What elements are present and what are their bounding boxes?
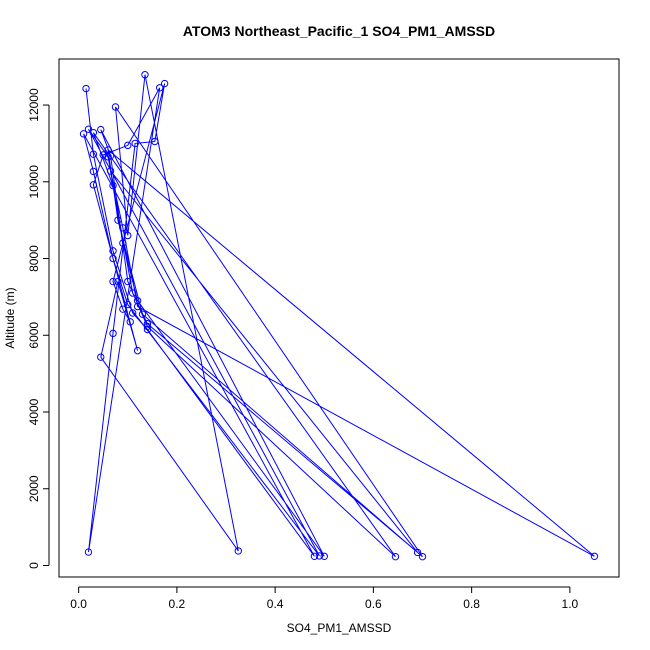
plot-area-border bbox=[58, 58, 620, 578]
data-point bbox=[89, 150, 98, 158]
data-point bbox=[97, 125, 105, 134]
data-point bbox=[590, 552, 599, 560]
data-point bbox=[151, 137, 159, 146]
data-point bbox=[156, 84, 164, 92]
x-tick-label: 1.0 bbox=[562, 597, 579, 611]
data-point bbox=[114, 216, 122, 224]
y-tick-label: 8000 bbox=[27, 245, 41, 272]
y-axis: 0 2000 4000 6000 8000 10000 12000 bbox=[27, 88, 50, 569]
data-point bbox=[109, 247, 117, 255]
x-tick-label: 0.2 bbox=[169, 597, 186, 611]
data-point bbox=[109, 277, 117, 286]
y-tick-label: 6000 bbox=[27, 322, 41, 349]
data-point bbox=[109, 254, 117, 263]
data-point bbox=[315, 552, 324, 560]
data-point bbox=[84, 548, 93, 556]
data-point bbox=[128, 289, 137, 297]
data-point bbox=[133, 297, 142, 305]
data-point bbox=[141, 71, 149, 79]
data-point bbox=[413, 548, 422, 557]
data-point bbox=[114, 277, 122, 286]
data-point bbox=[104, 146, 112, 154]
data-point bbox=[320, 552, 328, 560]
data-point bbox=[82, 84, 90, 93]
data-point bbox=[99, 151, 107, 159]
data-point bbox=[84, 125, 93, 133]
data-point bbox=[418, 552, 427, 561]
data-point bbox=[133, 346, 142, 355]
data-point bbox=[128, 309, 137, 317]
x-tick-label: 0.6 bbox=[365, 597, 382, 611]
data-point bbox=[106, 167, 115, 175]
points-layer bbox=[79, 71, 599, 561]
y-tick-label: 2000 bbox=[27, 475, 41, 502]
data-point bbox=[310, 552, 319, 560]
data-point bbox=[111, 103, 120, 111]
data-point bbox=[119, 305, 127, 313]
x-tick-label: 0.4 bbox=[267, 597, 284, 611]
y-tick-label: 4000 bbox=[27, 398, 41, 425]
data-point bbox=[124, 231, 132, 240]
y-tick-label: 12000 bbox=[27, 88, 41, 122]
data-point bbox=[89, 167, 98, 176]
data-point bbox=[97, 353, 105, 361]
x-axis-label: SO4_PM1_AMSSD bbox=[287, 621, 392, 635]
data-point bbox=[124, 277, 132, 286]
x-tick-label: 0.8 bbox=[463, 597, 480, 611]
series-layer bbox=[83, 74, 595, 558]
y-tick-label: 0 bbox=[27, 562, 41, 569]
data-point bbox=[124, 300, 132, 309]
data-point bbox=[89, 181, 98, 189]
data-point bbox=[126, 318, 134, 326]
data-point bbox=[109, 181, 117, 190]
x-tick-label: 0.0 bbox=[70, 597, 87, 611]
data-point bbox=[133, 302, 142, 311]
series-line bbox=[83, 74, 595, 558]
data-point bbox=[138, 310, 147, 318]
data-point bbox=[391, 552, 400, 561]
chart-title: ATOM3 Northeast_Pacific_1 SO4_PM1_AMSSD bbox=[183, 23, 495, 39]
data-point bbox=[143, 320, 152, 328]
data-point bbox=[89, 128, 98, 137]
data-point bbox=[143, 322, 152, 331]
data-point bbox=[234, 547, 242, 555]
y-tick-label: 10000 bbox=[27, 165, 41, 199]
data-point bbox=[124, 141, 132, 150]
data-point bbox=[143, 325, 152, 334]
data-point bbox=[109, 329, 117, 338]
data-point bbox=[131, 139, 139, 148]
data-point bbox=[79, 130, 88, 138]
data-point bbox=[160, 79, 169, 88]
data-point bbox=[119, 239, 127, 247]
data-point bbox=[119, 224, 127, 232]
x-axis: 0.0 0.2 0.4 0.6 0.8 1.0 bbox=[70, 586, 579, 611]
y-axis-label: Altitude (m) bbox=[3, 287, 17, 348]
